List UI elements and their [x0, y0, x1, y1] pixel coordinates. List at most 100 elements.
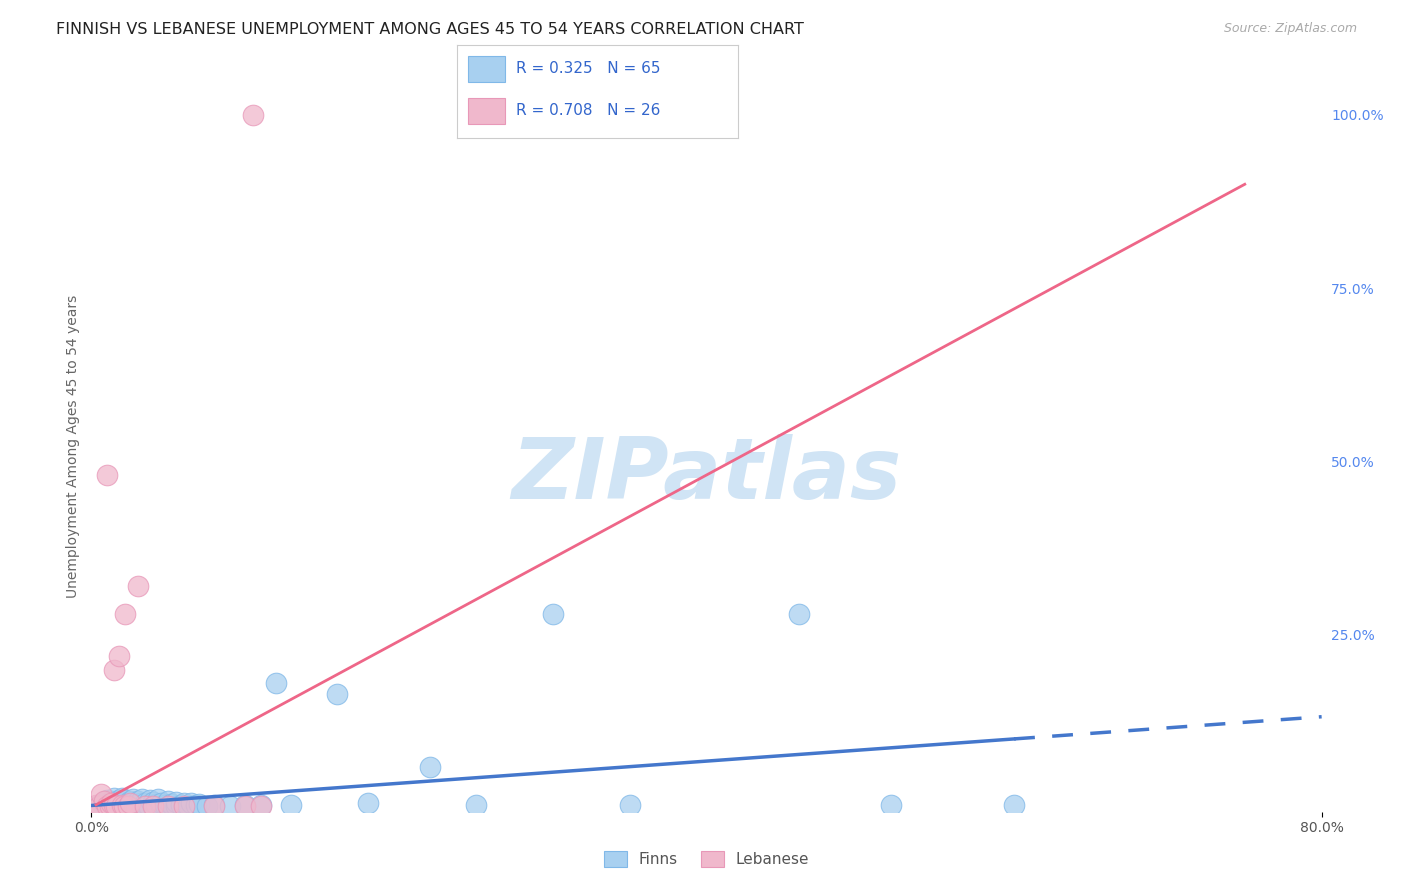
- Point: [142, 800, 165, 814]
- Point: [118, 794, 141, 808]
- Y-axis label: Unemployment Among Ages 45 to 54 years: Unemployment Among Ages 45 to 54 years: [66, 294, 80, 598]
- Point: [134, 799, 156, 814]
- Point: [280, 798, 302, 813]
- Point: [619, 798, 641, 813]
- Text: R = 0.325   N = 65: R = 0.325 N = 65: [516, 61, 661, 76]
- Point: [111, 800, 134, 814]
- Point: [127, 794, 149, 808]
- Point: [149, 799, 172, 814]
- Point: [101, 799, 124, 814]
- Point: [87, 799, 110, 814]
- Point: [880, 797, 903, 812]
- Point: [242, 108, 264, 122]
- Point: [98, 799, 121, 814]
- Point: [184, 798, 207, 813]
- Point: [98, 797, 121, 811]
- Point: [136, 797, 159, 812]
- Point: [108, 798, 131, 813]
- Point: [146, 792, 169, 806]
- Point: [105, 799, 127, 814]
- Point: [127, 579, 149, 593]
- Point: [127, 800, 149, 814]
- Point: [173, 799, 195, 814]
- Point: [541, 607, 564, 621]
- Point: [100, 796, 122, 810]
- Point: [96, 793, 118, 807]
- Point: [108, 793, 131, 807]
- Point: [149, 796, 172, 810]
- Point: [131, 792, 153, 806]
- Point: [111, 790, 134, 805]
- Point: [134, 796, 156, 810]
- Point: [103, 797, 125, 812]
- Point: [114, 797, 136, 812]
- Point: [117, 796, 139, 810]
- Point: [188, 797, 211, 811]
- Point: [114, 793, 136, 807]
- Point: [165, 795, 187, 809]
- Point: [177, 799, 200, 814]
- Point: [180, 796, 202, 810]
- Point: [142, 795, 165, 809]
- Point: [357, 797, 380, 811]
- Point: [173, 797, 195, 811]
- Point: [165, 799, 187, 814]
- Point: [100, 794, 122, 808]
- Point: [108, 648, 131, 663]
- Point: [139, 793, 162, 807]
- Point: [202, 797, 225, 812]
- Point: [96, 799, 118, 814]
- Point: [96, 468, 118, 483]
- Point: [157, 799, 180, 814]
- Point: [103, 797, 125, 812]
- Point: [114, 607, 136, 621]
- Point: [464, 797, 486, 812]
- Point: [1002, 797, 1025, 812]
- Point: [787, 607, 810, 621]
- Point: [249, 799, 271, 814]
- Point: [93, 794, 115, 808]
- Point: [264, 676, 287, 690]
- Point: [84, 797, 107, 812]
- Point: [233, 799, 256, 814]
- Text: FINNISH VS LEBANESE UNEMPLOYMENT AMONG AGES 45 TO 54 YEARS CORRELATION CHART: FINNISH VS LEBANESE UNEMPLOYMENT AMONG A…: [56, 22, 804, 37]
- Point: [87, 797, 110, 812]
- Legend: Finns, Lebanese: Finns, Lebanese: [598, 846, 815, 873]
- Point: [111, 797, 134, 812]
- Point: [233, 798, 256, 813]
- Point: [90, 788, 112, 802]
- Point: [157, 800, 180, 814]
- Point: [118, 799, 141, 814]
- Point: [120, 797, 142, 811]
- Point: [249, 797, 271, 812]
- Point: [105, 796, 127, 810]
- Point: [145, 797, 167, 811]
- Point: [134, 799, 156, 814]
- Text: Source: ZipAtlas.com: Source: ZipAtlas.com: [1223, 22, 1357, 36]
- Point: [103, 790, 125, 805]
- Text: R = 0.708   N = 26: R = 0.708 N = 26: [516, 103, 661, 118]
- Point: [419, 759, 441, 773]
- Point: [160, 797, 183, 811]
- Point: [93, 796, 115, 810]
- Point: [169, 797, 191, 812]
- Text: ZIPatlas: ZIPatlas: [512, 434, 901, 516]
- Point: [96, 799, 118, 814]
- Point: [124, 798, 146, 813]
- Point: [142, 799, 165, 814]
- Bar: [468, 98, 505, 124]
- Point: [202, 799, 225, 814]
- Point: [218, 799, 240, 814]
- Point: [326, 687, 349, 701]
- Point: [103, 663, 125, 677]
- Point: [111, 797, 134, 811]
- Point: [112, 799, 135, 814]
- Point: [129, 797, 152, 811]
- Point: [122, 791, 145, 805]
- Point: [157, 794, 180, 808]
- Point: [118, 796, 141, 810]
- Point: [195, 799, 218, 814]
- Bar: [468, 56, 505, 82]
- Point: [153, 797, 177, 812]
- Point: [117, 799, 139, 814]
